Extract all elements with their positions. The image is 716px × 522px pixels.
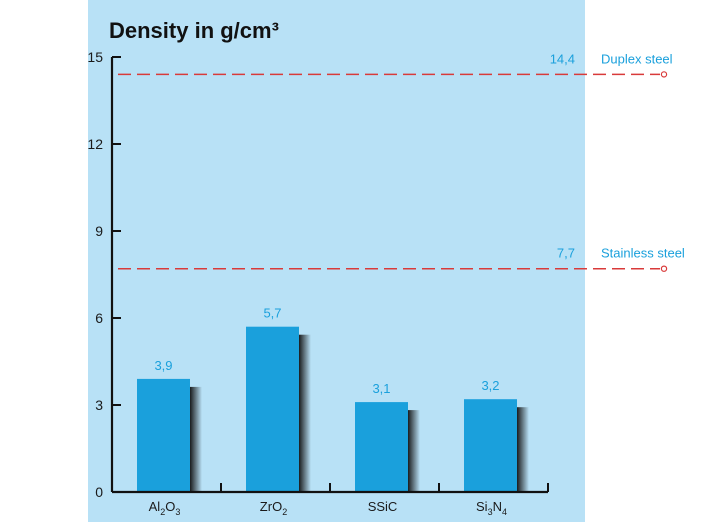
bar-shadow xyxy=(190,386,202,492)
data-label: 3,2 xyxy=(481,378,499,393)
y-tick-label: 9 xyxy=(95,223,103,239)
y-tick-label: 3 xyxy=(95,397,103,413)
bar xyxy=(137,378,190,492)
bar-shadow xyxy=(408,410,420,492)
axes: 0 3 6 9 12 15 Al2O3 ZrO2 SSiC Si3N4 xyxy=(87,49,549,517)
bar-shadow xyxy=(517,407,529,492)
x-tick-label: Si3N4 xyxy=(476,499,507,517)
reference-line-end-marker xyxy=(660,265,668,272)
chart-title: Density in g/cm³ xyxy=(109,18,279,43)
data-label: 3,1 xyxy=(372,381,390,396)
reference-lines: 14,4 Duplex steel 7,7 Stainless steel xyxy=(118,51,685,272)
bar xyxy=(464,399,517,492)
y-tick-label: 0 xyxy=(95,484,103,500)
bar xyxy=(246,326,299,492)
y-tick-label: 15 xyxy=(87,49,103,65)
reference-line-end-marker xyxy=(660,71,668,78)
bar xyxy=(355,402,408,492)
x-tick-label: ZrO2 xyxy=(260,499,287,517)
y-tick-label: 12 xyxy=(87,136,103,152)
x-tick-label: SSiC xyxy=(368,499,398,514)
y-tick-label: 6 xyxy=(95,310,103,326)
data-label: 5,7 xyxy=(263,306,281,321)
reference-value-label: 7,7 xyxy=(557,246,575,261)
x-tick-label: Al2O3 xyxy=(149,499,181,517)
reference-name-label: Duplex steel xyxy=(601,51,673,66)
reference-value-label: 14,4 xyxy=(550,51,575,66)
bar-shadow xyxy=(299,334,311,492)
bars: 3,9 5,7 3,1 3,2 xyxy=(137,306,529,492)
data-label: 3,9 xyxy=(154,358,172,373)
reference-name-label: Stainless steel xyxy=(601,246,685,261)
